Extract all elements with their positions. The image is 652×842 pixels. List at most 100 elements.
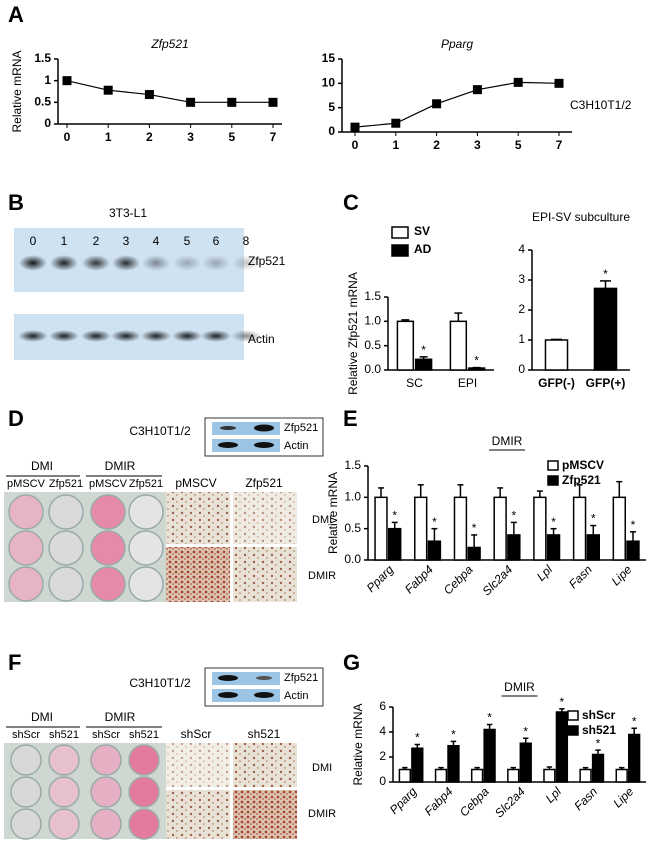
lane-label: 2 <box>93 234 100 248</box>
bar <box>414 496 428 561</box>
cell-line: C3H10T1/2 <box>129 676 191 690</box>
legend-label: Zfp521 <box>562 473 601 487</box>
y-tick-label: 0 <box>328 124 335 138</box>
point <box>186 97 196 107</box>
x-tick-label: 7 <box>270 130 277 144</box>
y-tick-label: 4 <box>379 724 386 738</box>
micrograph <box>233 743 297 787</box>
line <box>354 81 560 128</box>
lane-label: 3 <box>123 234 130 248</box>
significance: * <box>421 343 426 357</box>
chart-title: Pparg <box>441 37 473 51</box>
bar <box>519 742 532 783</box>
point <box>62 76 72 86</box>
legend-label: shScr <box>582 708 616 722</box>
panel-f: C3H10T1/2 Zfp521 Actin DMI DMIR shScr sh… <box>4 667 336 840</box>
x-tick-label: Lipe <box>609 562 635 588</box>
micro-row-label: DMIR <box>308 570 336 582</box>
blot-title: 3T3-L1 <box>109 206 147 220</box>
y-tick-label: 1.0 <box>344 490 361 504</box>
point <box>432 99 442 109</box>
y-tick-label: 0 <box>44 116 51 130</box>
well-label: sh521 <box>49 729 79 741</box>
point <box>472 85 482 95</box>
bar <box>467 367 486 371</box>
band <box>82 255 110 271</box>
y-tick-label: 0 <box>379 774 386 788</box>
well <box>128 566 164 602</box>
well <box>8 566 44 602</box>
significance: * <box>596 736 601 750</box>
bar <box>579 768 592 783</box>
bar <box>396 320 415 371</box>
bar <box>483 728 496 783</box>
group-label: DMI <box>31 459 53 473</box>
well <box>48 530 84 566</box>
well <box>128 808 160 840</box>
bar <box>449 320 468 371</box>
x-tick-label: 0 <box>64 130 71 144</box>
y-tick-label: 1.5 <box>34 51 51 65</box>
band <box>254 692 274 698</box>
significance: * <box>512 509 517 523</box>
x-tick-label: 2 <box>433 138 440 152</box>
bar <box>591 753 605 783</box>
y-axis-label: Relative mRNA <box>351 703 365 785</box>
bar <box>507 768 520 783</box>
bar <box>374 496 388 561</box>
x-tick-label: 2 <box>146 130 153 144</box>
x-tick-label: GFP(+) <box>586 376 626 390</box>
well <box>48 744 80 776</box>
x-tick-label: Cebpa <box>441 562 476 597</box>
bar <box>572 496 587 561</box>
band-label: Actin <box>284 690 308 702</box>
legend-swatch <box>391 226 409 239</box>
lane-label: 5 <box>184 234 191 248</box>
band-label: Actin <box>284 440 308 452</box>
panel-label: D <box>8 406 24 431</box>
bar <box>453 496 468 561</box>
point <box>103 85 113 95</box>
bar <box>626 540 640 561</box>
point <box>513 77 523 87</box>
bar <box>627 733 641 783</box>
bar <box>414 358 433 371</box>
x-tick-label: 5 <box>228 130 235 144</box>
band <box>220 426 236 430</box>
significance: * <box>487 711 492 725</box>
y-tick-label: 0.5 <box>34 95 51 109</box>
legend-label: AD <box>414 242 432 256</box>
micrograph <box>233 492 297 544</box>
band <box>50 255 78 271</box>
band <box>202 255 230 271</box>
y-tick-label: 0.0 <box>344 552 361 566</box>
micro-col-label: pMSCV <box>175 476 216 490</box>
legend-swatch <box>391 244 409 257</box>
significance: * <box>523 724 528 738</box>
band <box>232 255 260 271</box>
band <box>231 330 261 342</box>
y-tick-label: 15 <box>322 51 336 65</box>
y-tick-label: 4 <box>518 242 525 256</box>
well <box>8 494 44 530</box>
well <box>90 530 126 566</box>
bar <box>546 534 561 561</box>
chart-title: DMIR <box>492 434 523 448</box>
band-label: Zfp521 <box>284 422 318 434</box>
significance: * <box>451 728 456 742</box>
bar <box>615 768 628 783</box>
x-tick-label: 3 <box>187 130 194 144</box>
micrograph <box>166 743 230 787</box>
y-tick-label: 1.0 <box>364 314 381 328</box>
band <box>142 255 170 271</box>
band <box>218 692 238 698</box>
well <box>90 494 126 530</box>
band <box>18 330 48 342</box>
x-tick-label: 1 <box>392 138 399 152</box>
band <box>218 675 238 681</box>
bar <box>586 534 600 561</box>
y-tick-label: 3 <box>518 272 525 286</box>
x-tick-label: Fabp4 <box>422 784 456 818</box>
bar <box>507 534 521 561</box>
x-tick-label: Slc2a4 <box>492 784 528 820</box>
